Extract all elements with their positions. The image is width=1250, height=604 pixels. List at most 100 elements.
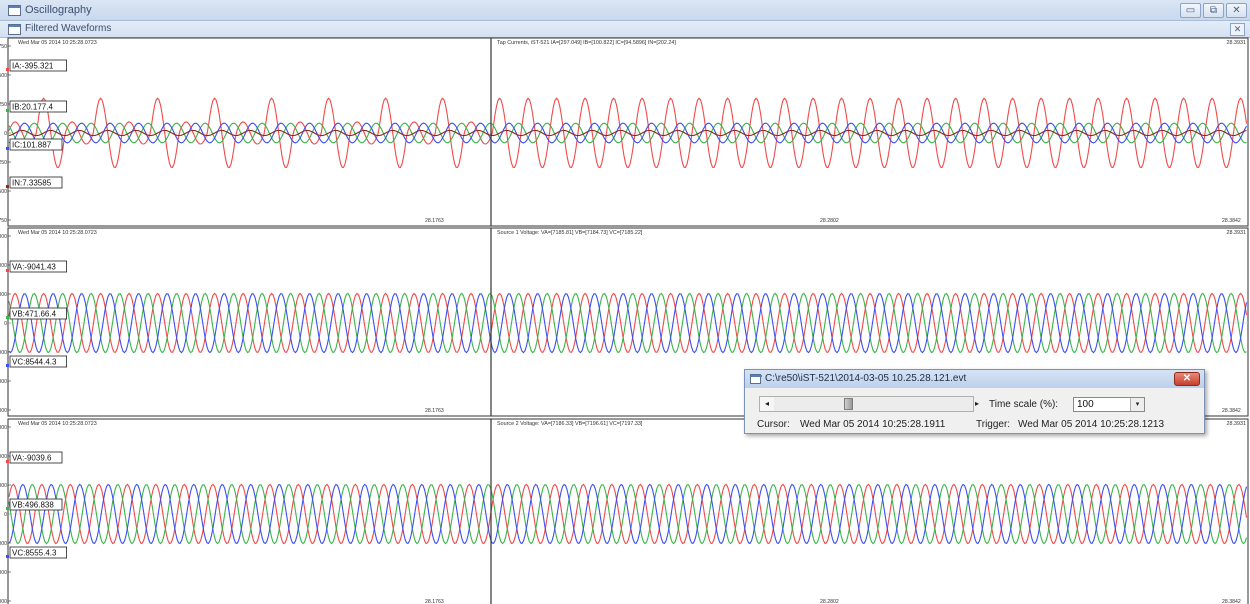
waveform-phase_a <box>8 292 1248 353</box>
value-label: VB:496.838 <box>12 501 54 510</box>
value-label-box <box>9 451 63 464</box>
waveform-phase_a <box>8 483 1248 545</box>
label-marker <box>6 269 9 272</box>
y-tick-label: 10000 <box>0 292 7 298</box>
dialog-icon <box>750 374 762 384</box>
waveform-phase_c <box>8 122 1247 144</box>
value-label-box <box>9 498 63 511</box>
value-label: VB:471.66.4 <box>12 310 57 319</box>
value-label: VC:8555.4.3 <box>12 549 57 558</box>
value-label-box <box>9 355 67 368</box>
navigation-dialog: C:\re50\iST-521\2014-03-05 10.25.28.121.… <box>744 369 1205 434</box>
dialog-close-button[interactable]: ✕ <box>1174 372 1200 386</box>
panel-timestamp: Wed Mar 05 2014 10:25:28.0723 <box>18 40 97 46</box>
child-window-icon <box>8 24 21 35</box>
value-label-box <box>9 100 67 113</box>
value-label: IA:-395.321 <box>12 62 54 71</box>
value-label: IN:7.33585 <box>12 179 52 188</box>
window-title-bar: Oscillography ▭ ⧉ ✕ <box>0 0 1250 21</box>
time-tick-label: 28.2802 <box>820 599 839 604</box>
value-label-box <box>9 176 63 189</box>
panel-right-time: 28.3931 <box>1227 230 1247 236</box>
waveform-phase_c <box>8 293 1248 354</box>
label-marker <box>6 109 9 112</box>
trigger-label: Trigger: <box>976 419 1011 430</box>
label-marker <box>6 68 9 71</box>
value-label: VA:-9039.6 <box>12 454 52 463</box>
y-tick-label: -750 <box>0 218 7 224</box>
y-tick-label: 500 <box>0 73 7 79</box>
time-tick-label: 28.1763 <box>425 408 444 414</box>
panel-timestamp: Wed Mar 05 2014 10:25:28.0723 <box>18 230 97 236</box>
y-tick-label: -10000 <box>0 541 7 547</box>
panel-3 <box>6 418 1249 604</box>
y-tick-label: 0 <box>4 321 7 327</box>
panel-caption: Tap Currents, iST-521 IA=[297.049] IB=[1… <box>497 40 676 46</box>
child-close-button[interactable]: ✕ <box>1230 23 1245 36</box>
time-tick-label: 28.1763 <box>425 218 444 224</box>
y-tick-label: 750 <box>0 44 7 50</box>
value-label: VC:8544.4.3 <box>12 358 57 367</box>
waveform-phase_a <box>8 97 1248 169</box>
minimize-button[interactable]: ▭ <box>1180 3 1201 18</box>
y-tick-label: 10000 <box>0 483 7 489</box>
label-marker <box>6 460 9 463</box>
panel-right-time: 28.3931 <box>1227 40 1247 46</box>
chevron-down-icon[interactable]: ▾ <box>1130 398 1144 411</box>
label-marker <box>6 364 9 367</box>
y-tick-label: -250 <box>0 160 7 166</box>
value-label-box <box>9 546 67 559</box>
time-tick-label: 28.3842 <box>1222 218 1241 224</box>
waveform-phase_c <box>8 483 1248 545</box>
y-tick-label: -500 <box>0 189 7 195</box>
value-label: IC:101.887 <box>12 141 52 150</box>
panel-timestamp: Wed Mar 05 2014 10:25:28.0723 <box>18 421 97 427</box>
time-scale-value: 100 <box>1077 399 1094 410</box>
scroll-thumb[interactable] <box>844 398 853 410</box>
value-label-box <box>9 307 67 320</box>
panel-1 <box>6 37 1249 227</box>
time-tick-label: 28.3842 <box>1222 599 1241 604</box>
time-scale-select[interactable]: 100 ▾ <box>1073 397 1145 412</box>
value-label-box <box>9 138 63 151</box>
trigger-value: Wed Mar 05 2014 10:25:28.1213 <box>1018 419 1165 430</box>
y-tick-label: 20000 <box>0 454 7 460</box>
dialog-title-bar: C:\re50\iST-521\2014-03-05 10.25.28.121.… <box>745 370 1204 388</box>
scroll-left-icon[interactable]: ◂ <box>760 397 774 411</box>
waveform-phase_b <box>8 484 1248 545</box>
time-scrollbar[interactable]: ◂ <box>759 396 974 412</box>
app-icon <box>8 5 21 16</box>
restore-button[interactable]: ⧉ <box>1203 3 1224 18</box>
y-tick-label: 0 <box>4 512 7 518</box>
value-label-box <box>9 260 67 273</box>
window-title: Oscillography <box>25 4 92 16</box>
time-tick-label: 28.1763 <box>425 599 444 604</box>
y-tick-label: 0 <box>4 131 7 137</box>
y-tick-label: -20000 <box>0 379 7 385</box>
y-tick-label: -20000 <box>0 570 7 576</box>
label-marker <box>6 147 9 150</box>
label-marker <box>6 185 9 188</box>
panel-caption: Source 2 Voltage: VA=[7186.33] VB=[7196.… <box>497 421 643 427</box>
time-tick-label: 28.2802 <box>820 218 839 224</box>
y-tick-label: 20000 <box>0 263 7 269</box>
dialog-title: C:\re50\iST-521\2014-03-05 10.25.28.121.… <box>765 373 967 384</box>
child-window-title: Filtered Waveforms <box>25 23 112 34</box>
panel-right-time: 28.3931 <box>1227 421 1247 427</box>
y-tick-label: 250 <box>0 102 7 108</box>
y-tick-label: -10000 <box>0 350 7 356</box>
label-marker <box>6 507 9 510</box>
close-button[interactable]: ✕ <box>1226 3 1247 18</box>
time-scale-label: Time scale (%): <box>989 399 1059 410</box>
cursor-label: Cursor: <box>757 419 790 430</box>
panel-caption: Source 1 Voltage: VA=[7185.81] VB=[7184.… <box>497 230 643 236</box>
waveform-neutral <box>8 129 1247 137</box>
time-tick-label: 28.3842 <box>1222 408 1241 414</box>
cursor-value: Wed Mar 05 2014 10:25:28.1911 <box>800 419 946 430</box>
value-label-box <box>9 59 67 72</box>
label-marker <box>6 316 9 319</box>
scroll-right-icon[interactable]: ▸ <box>975 399 980 408</box>
